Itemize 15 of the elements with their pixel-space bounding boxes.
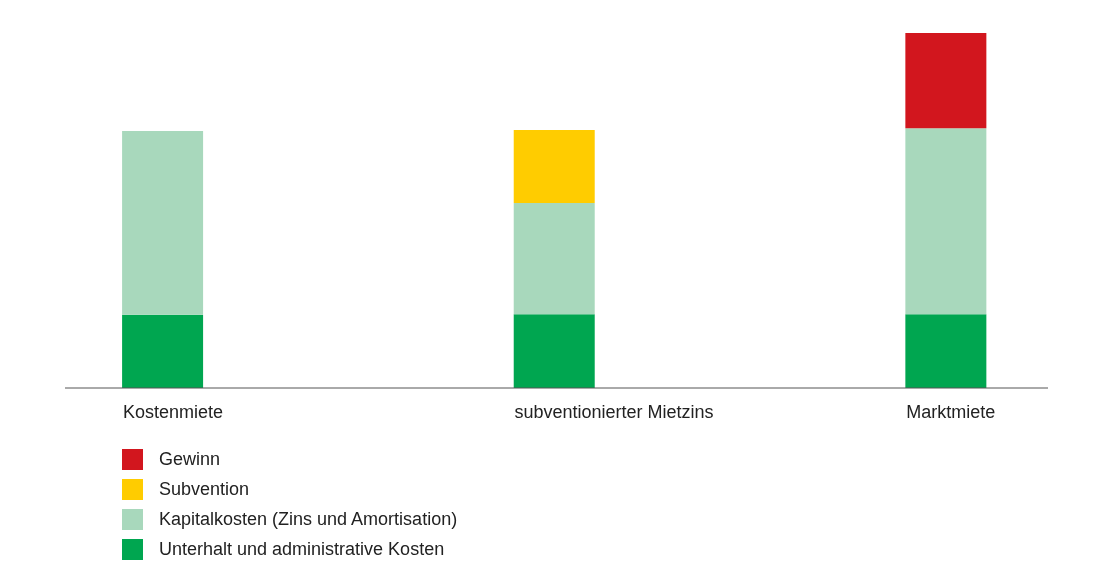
bar xyxy=(905,33,987,129)
bar xyxy=(513,203,595,315)
bar xyxy=(122,314,204,388)
bar xyxy=(905,314,987,388)
bar xyxy=(513,314,595,388)
bar xyxy=(905,128,987,315)
legend-label: Kapitalkosten (Zins und Amortisation) xyxy=(159,508,458,530)
bar xyxy=(122,130,204,315)
x-tick-label: Marktmiete xyxy=(906,402,996,422)
legend-label: Unterhalt und administrative Kosten xyxy=(159,538,445,560)
legend-label: Gewinn xyxy=(159,448,221,470)
x-tick-label: Kostenmiete xyxy=(122,402,223,422)
legend-label: Subvention xyxy=(159,478,250,500)
x-tick-label: subventionierter Mietzins xyxy=(514,402,714,422)
bar xyxy=(513,129,595,204)
